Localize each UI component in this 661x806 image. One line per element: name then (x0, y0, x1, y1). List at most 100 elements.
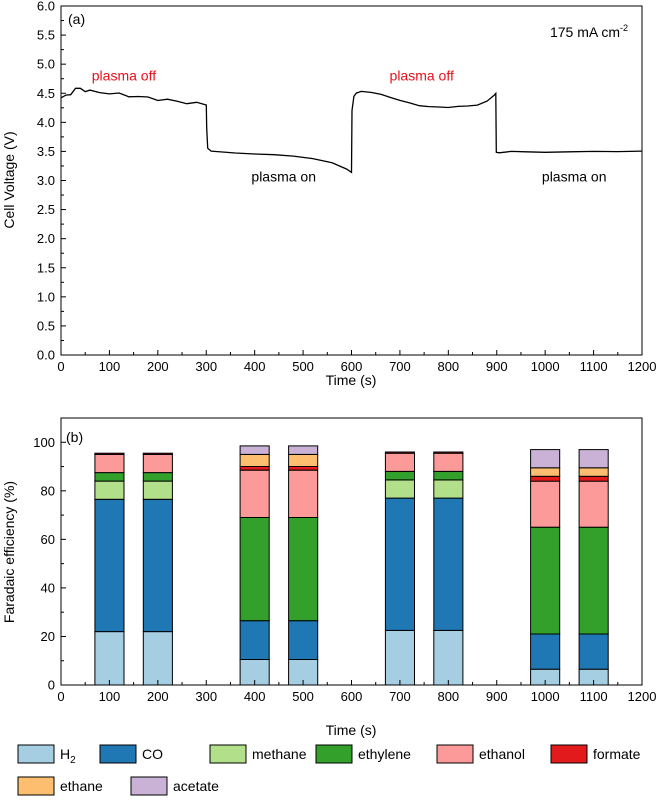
faradaic-x-tick-label: 1000 (531, 689, 560, 704)
faradaic-y-tick-label: 40 (41, 580, 55, 595)
voltage-x-tick-label: 600 (341, 359, 363, 374)
bar-segment-acetate (578, 449, 609, 469)
bar-segment-co (239, 620, 270, 661)
bar-segment-ethylene (530, 526, 561, 635)
bar-segment-ethanol (239, 469, 270, 519)
faradaic-x-axis: 0 100 200 300 400 500 600 700 800 900 1000 1100 1200 (57, 680, 656, 704)
bar-segment-formate (239, 466, 270, 471)
bar-segment-ethanol (578, 480, 609, 528)
legend-label: CO (142, 746, 163, 762)
faradaic-y-tick-label: 80 (41, 483, 55, 498)
voltage-x-axis-label: Time (s) (326, 372, 377, 388)
voltage-y-tick-label: 2.5 (37, 202, 55, 217)
bar-segment-methane (384, 479, 415, 499)
faradaic-x-axis-label: Time (s) (326, 722, 377, 738)
voltage-x-tick-label: 900 (486, 359, 508, 374)
bar-segment-methane (433, 479, 464, 499)
faradaic-x-tick-label: 900 (486, 689, 508, 704)
voltage-y-tick-label: 4.0 (37, 115, 55, 130)
bar-segment-h (94, 631, 125, 686)
faradaic-x-tick-label: 700 (389, 689, 411, 704)
voltage-y-tick-label: 3.5 (37, 144, 55, 159)
faradaic-x-tick-label: 400 (244, 689, 266, 704)
bar-segment-co (433, 497, 464, 631)
voltage-x-tick-label: 700 (389, 359, 411, 374)
faradaic-x-tick-label: 1100 (580, 689, 608, 704)
voltage-x-axis: 0 100 200 300 400 500 600 700 800 900 1000 1100 1200 (57, 350, 656, 374)
faradaic-x-tick-label: 0 (57, 689, 64, 704)
bar-segment-formate (578, 475, 609, 482)
bar-segment-h (142, 631, 173, 686)
voltage-y-axis-label: Cell Voltage (V) (1, 131, 17, 228)
legend-swatch-formate (550, 744, 588, 764)
voltage-y-tick-label: 5.0 (37, 57, 55, 72)
voltage-x-tick-label: 200 (147, 359, 169, 374)
voltage-y-tick-label: 1.0 (37, 289, 55, 304)
bar-segment-ethylene (384, 470, 415, 481)
bar-segment-formate (94, 452, 125, 455)
bar-segment-ethanol (142, 453, 173, 474)
legend-swatch-ethane (17, 776, 55, 796)
bar-segment-ethylene (288, 517, 319, 622)
bar-segment-ethanol (530, 480, 561, 528)
current-density-annotation: 175 mA cm-2 (550, 23, 628, 40)
faradaic-y-tick-label: 0 (48, 678, 55, 693)
legend-swatch-co (99, 744, 137, 764)
faradaic-x-tick-label: 500 (292, 689, 314, 704)
voltage-y-tick-label: 2.0 (37, 231, 55, 246)
bar-segment-ethane (288, 453, 319, 467)
faradaic-x-tick-label: 800 (437, 689, 459, 704)
plasma-state-label: plasma off (92, 67, 156, 83)
faradaic-y-tick-label: 20 (41, 629, 55, 644)
faradaic-y-axis-label: Faradaic efficiency (%) (1, 481, 17, 623)
bar-segment-acetate (530, 449, 561, 469)
voltage-y-tick-label: 6.0 (37, 0, 55, 14)
faradaic-y-tick-label: 100 (33, 435, 55, 450)
legend-label: methane (252, 746, 307, 762)
bar-segment-ethylene (239, 517, 270, 622)
legend-swatch-acetate (130, 776, 168, 796)
legend-label: ethylene (358, 746, 411, 762)
bar-segment-ethylene (94, 472, 125, 482)
voltage-series (60, 87, 643, 174)
faradaic-x-tick-label: 600 (341, 689, 363, 704)
faradaic-panel-label: (b) (66, 429, 83, 445)
bar-segment-ethylene (433, 470, 464, 481)
voltage-line (60, 87, 643, 174)
voltage-x-tick-label: 100 (99, 359, 121, 374)
legend: H2 CO methane ethylene ethanol formate ethane a… (17, 744, 641, 796)
bar-segment-acetate (288, 445, 319, 455)
voltage-y-tick-label: 3.0 (37, 173, 55, 188)
faradaic-bars (94, 445, 609, 686)
voltage-x-tick-label: 500 (292, 359, 314, 374)
bar-segment-ethane (578, 467, 609, 477)
plasma-state-label: plasma on (542, 169, 607, 185)
bar-segment-acetate (239, 445, 270, 455)
voltage-y-tick-label: 1.5 (37, 260, 55, 275)
faradaic-x-tick-label: 100 (99, 689, 121, 704)
bar-segment-ethylene (142, 472, 173, 482)
legend-label: acetate (173, 778, 219, 794)
bar-segment-ethanol (94, 453, 125, 474)
bar-segment-formate (530, 475, 561, 482)
plasma-state-label: plasma off (390, 67, 454, 83)
legend-swatch-methane (209, 744, 247, 764)
voltage-panel: 0 100 200 300 400 500 600 700 800 900 1000 1100 1200… (1, 0, 656, 388)
bar-segment-formate (288, 466, 319, 471)
bar-segment-h (384, 629, 415, 686)
legend-swatch-ethylene (315, 744, 353, 764)
faradaic-y-axis: 0 20 40 60 80 100 (33, 417, 66, 693)
faradaic-x-tick-label: 1200 (628, 689, 657, 704)
bar-segment-formate (433, 451, 464, 454)
legend-swatch-ethanol (436, 744, 474, 764)
legend-label: ethanol (479, 746, 525, 762)
bar-segment-methane (94, 480, 125, 500)
bar-segment-h (433, 629, 464, 686)
bar-segment-co (142, 498, 173, 633)
legend-swatch-h (17, 744, 55, 764)
faradaic-x-tick-label: 300 (195, 689, 217, 704)
plasma-labels: plasma off plasma on plasma off plasma on (92, 67, 607, 184)
faradaic-y-tick-label: 60 (41, 532, 55, 547)
faradaic-panel: 0 100 200 300 400 500 600 700 800 900 1000 1100 1200… (1, 417, 656, 738)
